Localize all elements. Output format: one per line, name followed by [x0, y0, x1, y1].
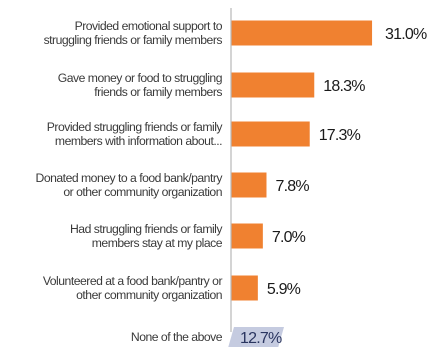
category-label-4: Donated money to a food bank/pantry or ot…	[36, 171, 224, 199]
bar-5	[231, 223, 263, 249]
value-label-4: 7.8%	[275, 178, 309, 195]
value-label-2: 18.3%	[323, 78, 365, 95]
category-label-7: None of the above	[131, 330, 223, 344]
category-label-2: Gave money or food to struggling friends …	[58, 71, 223, 99]
bars-layer	[228, 20, 373, 347]
bar-2	[231, 72, 315, 98]
bar-7-highlight	[228, 327, 284, 347]
bar-3	[231, 121, 310, 147]
category-label-1: Provided emotional support to struggling …	[44, 19, 223, 47]
category-label-5: Had struggling friends or family members …	[70, 222, 223, 250]
labels-layer: Provided emotional support to struggling …	[36, 19, 428, 347]
value-label-5: 7.0%	[272, 229, 306, 246]
value-label-3: 17.3%	[319, 127, 361, 144]
category-label-6: Volunteered at a food bank/pantry or othe…	[43, 274, 223, 302]
value-label-1: 31.0%	[385, 26, 427, 43]
bar-1	[231, 20, 373, 46]
bar-4	[231, 172, 267, 198]
value-label-7: 12.7%	[240, 330, 282, 347]
category-label-3: Provided struggling friends or family mem…	[47, 120, 224, 148]
bar-6	[231, 275, 258, 301]
value-label-6: 5.9%	[267, 281, 301, 298]
